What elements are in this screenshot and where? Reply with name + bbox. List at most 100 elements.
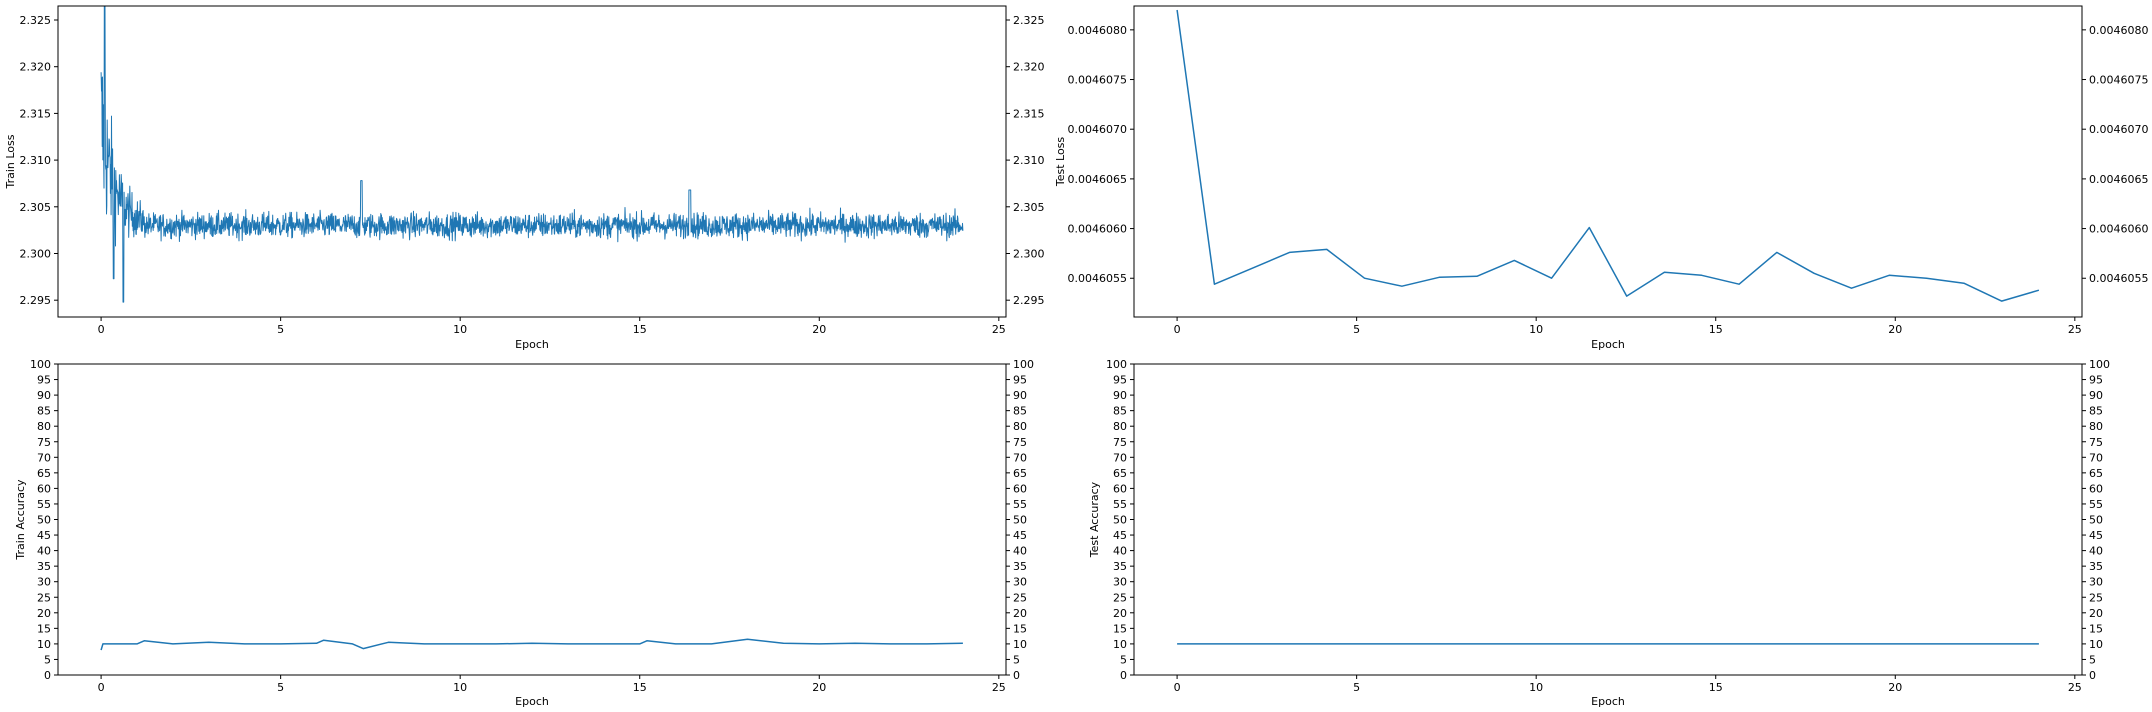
y-tick-label-right: 2.310 <box>1013 154 1045 167</box>
x-tick-label: 20 <box>812 323 826 336</box>
axes-frame <box>1133 5 2083 318</box>
x-tick-label: 20 <box>1888 681 1902 694</box>
y-tick-label-right: 0.0046060 <box>2089 223 2149 236</box>
y-tick-label-right: 35 <box>2089 560 2103 573</box>
y-tick-label-right: 80 <box>2089 420 2103 433</box>
y-tick-label-right: 70 <box>2089 451 2103 464</box>
y-tick-label-left: 50 <box>1113 514 1127 527</box>
series-line-test-loss <box>1176 9 2040 302</box>
x-tick-label: 25 <box>2068 681 2082 694</box>
panel-test-accuracy: Epoch Test Accuracy 0 5 10 15 20 250 05 510 1015… <box>1088 358 2110 708</box>
y-tick-label-left: 2.305 <box>20 201 52 214</box>
xlabel: Epoch <box>515 338 549 351</box>
y-tick-label-left: 0.0046060 <box>1068 223 1128 236</box>
y-tick-label-right: 25 <box>1013 591 1027 604</box>
y-tick-label-right: 30 <box>1013 576 1027 589</box>
x-tick-label: 15 <box>633 323 647 336</box>
y-tick-label-left: 40 <box>1113 545 1127 558</box>
y-tick-label-left: 95 <box>37 374 51 387</box>
y-tick-label-right: 20 <box>2089 607 2103 620</box>
y-tick-label-left: 20 <box>1113 607 1127 620</box>
y-tick-label-right: 0.0046070 <box>2089 123 2149 136</box>
xlabel: Epoch <box>515 695 549 708</box>
y-tick-label-left: 60 <box>37 482 51 495</box>
x-tick-label: 5 <box>277 323 284 336</box>
x-tick-label: 0 <box>1174 681 1181 694</box>
y-tick-label-left: 90 <box>1113 389 1127 402</box>
y-tick-label-right: 55 <box>1013 498 1027 511</box>
x-tick-label: 25 <box>2068 323 2082 336</box>
y-tick-label-left: 15 <box>37 622 51 635</box>
y-tick-label-right: 5 <box>2089 653 2096 666</box>
axes-frame <box>57 5 1007 318</box>
y-tick-label-left: 70 <box>1113 451 1127 464</box>
y-tick-label-right: 0.0046065 <box>2089 173 2149 186</box>
y-tick-label-right: 70 <box>1013 451 1027 464</box>
series-line-train-accuracy <box>100 638 963 651</box>
y-tick-label-left: 0.0046065 <box>1068 173 1128 186</box>
y-tick-label-left: 100 <box>30 358 51 371</box>
y-tick-label-right: 20 <box>1013 607 1027 620</box>
y-tick-label-left: 75 <box>1113 436 1127 449</box>
x-tick-label: 5 <box>1353 323 1360 336</box>
y-tick-label-right: 10 <box>2089 638 2103 651</box>
y-tick-label-left: 45 <box>1113 529 1127 542</box>
y-tick-label-left: 35 <box>1113 560 1127 573</box>
x-tick-label: 25 <box>992 681 1006 694</box>
x-tick-label: 10 <box>1529 323 1543 336</box>
y-tick-label-left: 0 <box>44 669 51 682</box>
y-tick-label-right: 2.300 <box>1013 247 1045 260</box>
y-tick-label-right: 45 <box>2089 529 2103 542</box>
y-tick-label-right: 2.295 <box>1013 294 1045 307</box>
x-tick-label: 10 <box>1529 681 1543 694</box>
y-tick-label-left: 40 <box>37 545 51 558</box>
y-tick-label-right: 80 <box>1013 420 1027 433</box>
y-tick-label-left: 0.0046070 <box>1068 123 1128 136</box>
xlabel: Epoch <box>1591 695 1625 708</box>
y-tick-label-left: 55 <box>37 498 51 511</box>
y-tick-label-right: 0.0046075 <box>2089 74 2149 87</box>
y-tick-label-left: 35 <box>37 560 51 573</box>
y-tick-label-right: 65 <box>1013 467 1027 480</box>
y-tick-label-right: 95 <box>2089 374 2103 387</box>
y-tick-label-left: 80 <box>1113 420 1127 433</box>
panel-train-accuracy: Epoch Train Accuracy 0 5 10 15 20 250 05 510 101… <box>14 358 1034 708</box>
x-tick-label: 15 <box>1709 681 1723 694</box>
y-tick-label-right: 10 <box>1013 638 1027 651</box>
y-tick-label-right: 2.325 <box>1013 14 1045 27</box>
y-tick-label-left: 90 <box>37 389 51 402</box>
y-tick-label-left: 2.310 <box>20 154 52 167</box>
y-tick-label-right: 0 <box>1013 669 1020 682</box>
y-tick-label-left: 85 <box>1113 405 1127 418</box>
y-tick-label-left: 30 <box>37 576 51 589</box>
y-tick-label-right: 65 <box>2089 467 2103 480</box>
y-tick-label-left: 0.0046080 <box>1068 24 1128 37</box>
y-tick-label-right: 0.0046055 <box>2089 272 2149 285</box>
x-tick-label: 15 <box>1709 323 1723 336</box>
panel-test-loss: Epoch Test Loss 0 5 10 15 20 25 0.0046055 0.004… <box>1054 5 2149 351</box>
ylabel: Test Loss <box>1054 137 1067 188</box>
series-line-train-loss <box>100 5 964 303</box>
x-tick-label: 0 <box>98 681 105 694</box>
y-tick-label-right: 75 <box>2089 436 2103 449</box>
x-tick-label: 5 <box>1353 681 1360 694</box>
x-tick-label: 10 <box>453 681 467 694</box>
xlabel: Epoch <box>1591 338 1625 351</box>
x-tick-label: 10 <box>453 323 467 336</box>
y-tick-label-right: 40 <box>2089 545 2103 558</box>
y-tick-label-left: 5 <box>1120 653 1127 666</box>
y-tick-label-right: 95 <box>1013 374 1027 387</box>
x-tick-label: 20 <box>1888 323 1902 336</box>
y-tick-label-right: 2.320 <box>1013 61 1045 74</box>
y-tick-label-left: 2.320 <box>20 61 52 74</box>
y-tick-label-right: 25 <box>2089 591 2103 604</box>
x-tick-label: 0 <box>1174 323 1181 336</box>
y-tick-label-left: 20 <box>37 607 51 620</box>
y-tick-label-right: 90 <box>1013 389 1027 402</box>
y-tick-label-right: 40 <box>1013 545 1027 558</box>
y-tick-label-left: 70 <box>37 451 51 464</box>
y-tick-label-right: 45 <box>1013 529 1027 542</box>
ylabel: Train Accuracy <box>14 479 27 561</box>
